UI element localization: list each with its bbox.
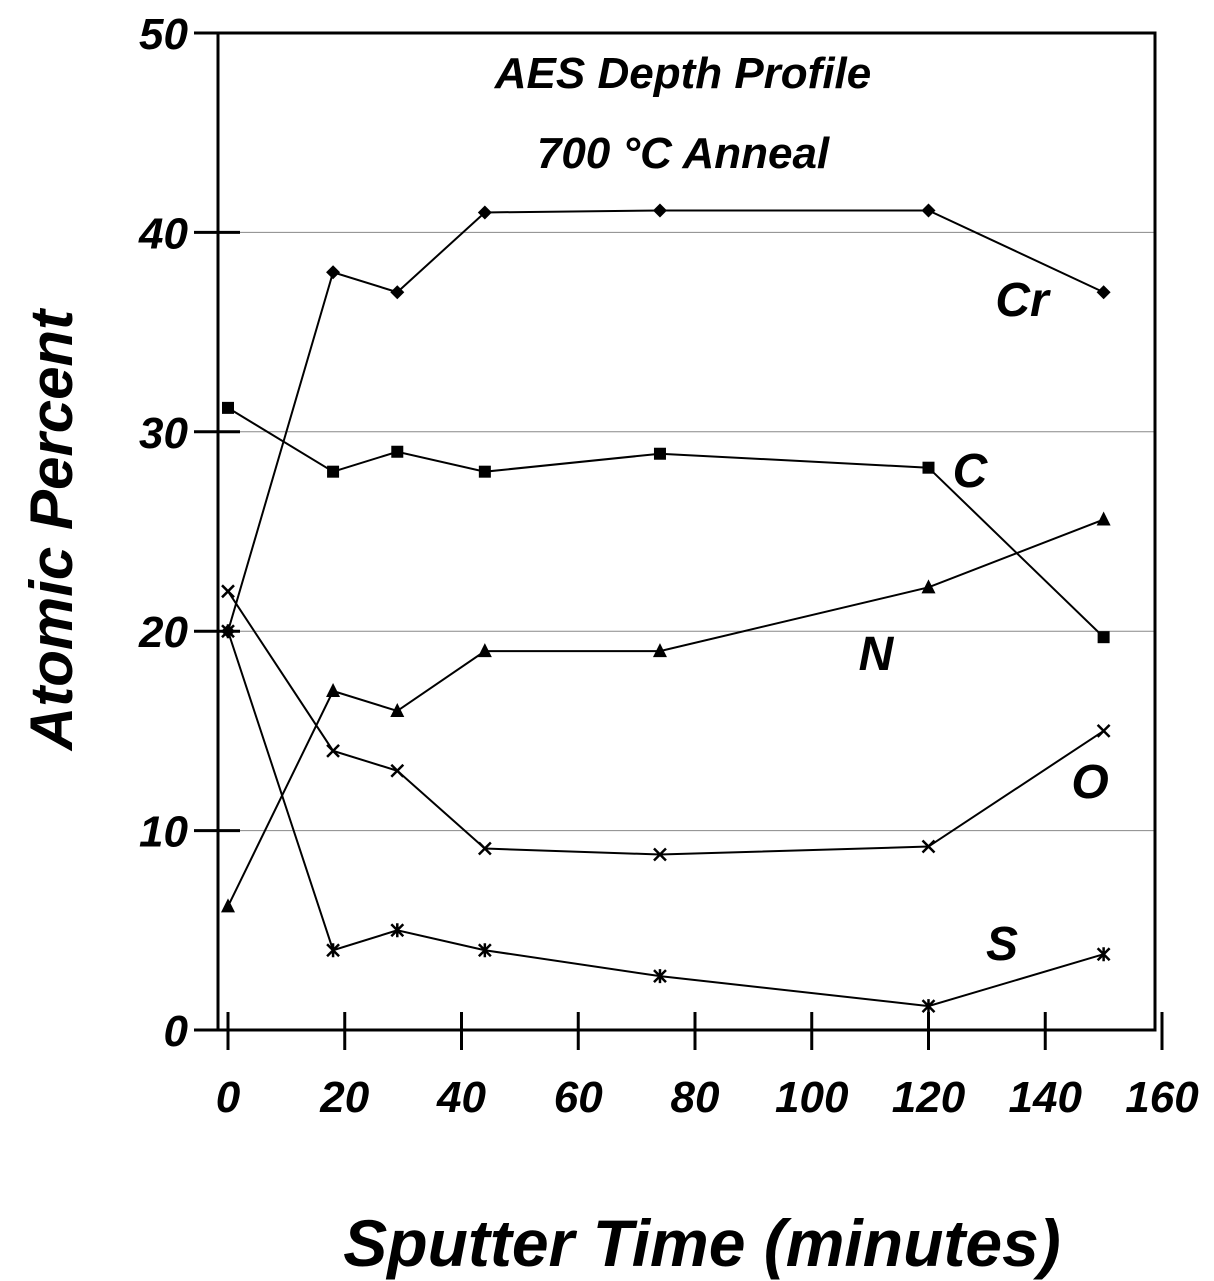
data-point xyxy=(477,205,492,220)
data-point xyxy=(477,841,492,856)
labels-group: Cr C N O S xyxy=(859,274,1109,971)
x-tick-label: 20 xyxy=(319,1073,369,1122)
data-point xyxy=(221,584,235,599)
series-label-c: C xyxy=(953,445,989,498)
data-point xyxy=(326,683,341,698)
data-point xyxy=(652,643,667,658)
chart-title-line-2: 700 °C Anneal xyxy=(537,129,830,178)
data-point xyxy=(653,447,666,460)
series-s xyxy=(221,624,1111,1014)
data-point xyxy=(326,943,340,958)
series-label-n: N xyxy=(859,628,895,681)
series-line xyxy=(227,407,1105,638)
data-point xyxy=(1096,724,1111,738)
plot-frame xyxy=(216,31,1157,1032)
data-point xyxy=(1096,285,1111,300)
data-point xyxy=(326,265,341,280)
series-label-cr: Cr xyxy=(995,274,1051,327)
x-tick-label: 120 xyxy=(892,1073,966,1122)
data-point xyxy=(390,702,405,717)
y-tick-label: 40 xyxy=(138,209,188,258)
data-point xyxy=(921,839,936,854)
x-axis-label: Sputter Time (minutes) xyxy=(343,1206,1061,1280)
data-point xyxy=(221,624,235,639)
grid-lines xyxy=(218,231,1155,832)
y-tick-label: 0 xyxy=(164,1007,189,1056)
data-point xyxy=(326,743,340,758)
data-point xyxy=(921,999,936,1014)
x-tick-label: 140 xyxy=(1009,1073,1083,1122)
data-point xyxy=(327,465,340,478)
series-cr xyxy=(221,203,1111,639)
data-point xyxy=(390,763,405,778)
data-point xyxy=(1097,631,1110,644)
data-point xyxy=(921,579,936,594)
data-point xyxy=(391,445,404,458)
data-point xyxy=(922,461,935,474)
x-tick-label: 80 xyxy=(671,1073,720,1122)
data-point xyxy=(390,923,405,938)
series-c xyxy=(222,401,1110,644)
data-point xyxy=(653,969,667,984)
data-point xyxy=(653,847,667,862)
series-line xyxy=(227,209,1105,632)
data-point xyxy=(477,643,492,658)
y-axis-label: Atomic Percent xyxy=(18,307,85,752)
series-line xyxy=(227,518,1104,907)
series-label-s: S xyxy=(986,918,1018,971)
data-point xyxy=(222,401,234,414)
data-point xyxy=(921,203,936,218)
x-tick-label: 0 xyxy=(216,1073,241,1122)
series-o xyxy=(221,584,1111,862)
data-point xyxy=(1096,947,1111,962)
data-point xyxy=(1096,511,1111,526)
x-tick-label: 40 xyxy=(436,1073,486,1122)
data-point xyxy=(477,943,492,958)
data-point xyxy=(478,465,491,478)
axes: 0 10 20 30 40 50 0 20 40 60 80 100 120 140 160 xyxy=(138,10,1199,1122)
x-tick-label: 60 xyxy=(554,1073,603,1122)
y-tick-label: 20 xyxy=(138,608,188,657)
series-group xyxy=(221,203,1111,1014)
y-tick-label: 50 xyxy=(139,10,188,59)
x-tick-label: 100 xyxy=(775,1073,849,1122)
x-tick-label: 160 xyxy=(1125,1073,1199,1122)
series-label-o: O xyxy=(1071,756,1108,809)
chart-title-line-1: AES Depth Profile xyxy=(494,49,872,98)
y-tick-label: 30 xyxy=(139,409,188,458)
data-point xyxy=(221,898,235,913)
series-n xyxy=(221,511,1111,913)
y-tick-label: 10 xyxy=(139,808,188,857)
data-point xyxy=(652,203,667,218)
data-point xyxy=(390,285,405,300)
